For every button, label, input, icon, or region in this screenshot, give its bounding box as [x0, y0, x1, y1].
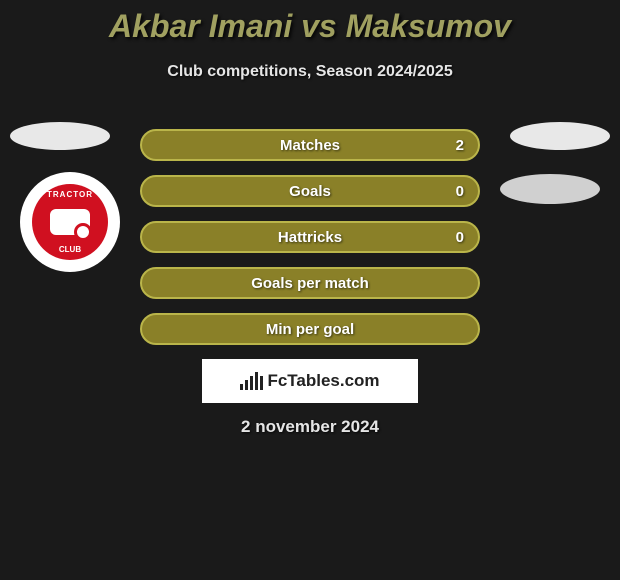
player-right-club-placeholder	[500, 174, 600, 204]
chart-bar-icon	[250, 376, 253, 390]
badge-text-bottom: CLUB	[59, 245, 81, 254]
comparison-title: Akbar Imani vs Maksumov	[0, 0, 620, 45]
stat-row: Hattricks 0	[140, 221, 480, 253]
club-badge-outer: TRACTOR CLUB	[20, 172, 120, 272]
stat-value: 0	[456, 229, 464, 246]
player-left-club-badge: TRACTOR CLUB	[20, 172, 120, 272]
stat-label: Hattricks	[278, 229, 342, 246]
stat-row: Matches 2	[140, 129, 480, 161]
comparison-date: 2 november 2024	[0, 417, 620, 437]
club-badge-inner: TRACTOR CLUB	[32, 184, 108, 260]
chart-bar-icon	[260, 376, 263, 390]
stat-row: Goals 0	[140, 175, 480, 207]
fctables-chart-icon	[240, 372, 263, 390]
tractor-icon	[50, 209, 90, 235]
stat-label: Matches	[280, 137, 340, 154]
badge-text-top: TRACTOR	[47, 190, 93, 199]
stat-value: 2	[456, 137, 464, 154]
stat-label: Goals	[289, 183, 331, 200]
comparison-subtitle: Club competitions, Season 2024/2025	[0, 63, 620, 81]
player-right-placeholder	[510, 122, 610, 150]
player-left-placeholder	[10, 122, 110, 150]
stat-row: Goals per match	[140, 267, 480, 299]
fctables-logo-box: FcTables.com	[202, 359, 418, 403]
stat-value: 0	[456, 183, 464, 200]
chart-bar-icon	[245, 380, 248, 390]
fctables-label: FcTables.com	[267, 371, 379, 391]
tractor-wheel-icon	[74, 223, 92, 241]
chart-bar-icon	[240, 384, 243, 390]
chart-bar-icon	[255, 372, 258, 390]
stat-label: Min per goal	[266, 321, 354, 338]
stat-row: Min per goal	[140, 313, 480, 345]
stat-label: Goals per match	[251, 275, 369, 292]
